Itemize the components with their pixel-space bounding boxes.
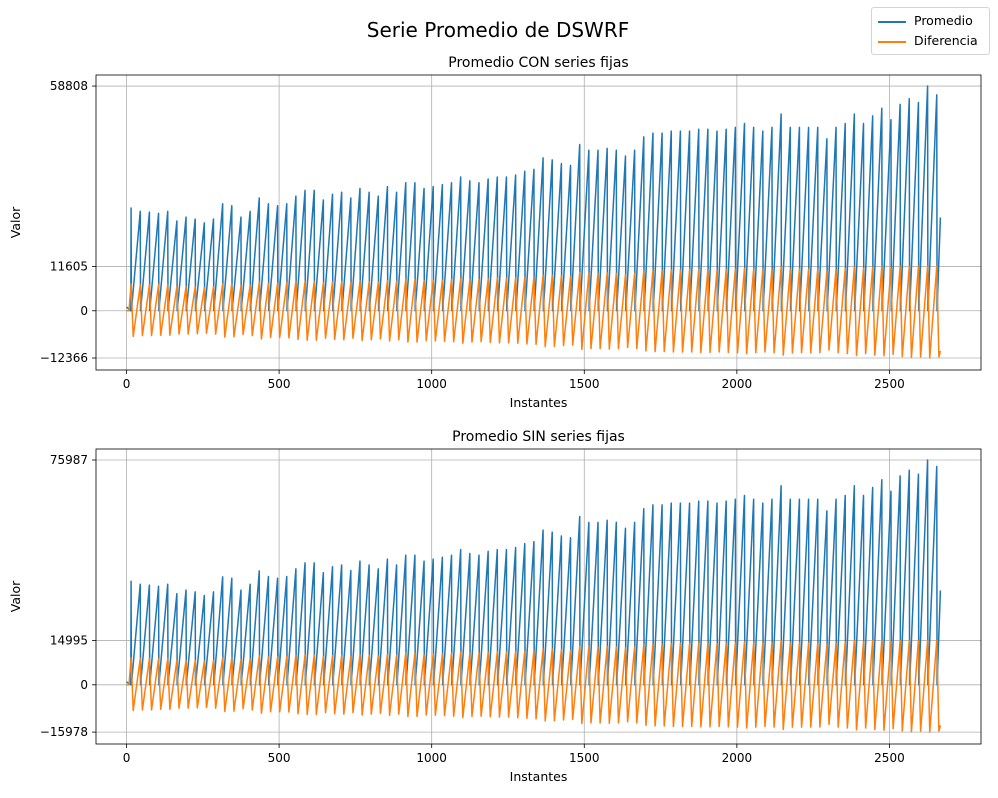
plot-frame	[95, 448, 982, 745]
chart-panel-1: 0 500 1000 1500 2000 2500 −12366 0 11605 58808 Pro…	[8, 55, 982, 410]
x-tick-label: 2500	[874, 751, 905, 765]
x-axis-label: Instantes	[510, 395, 568, 410]
chart-panel-2: 0 500 1000 1500 2000 2500 −15978 0 14995 75987 Pro…	[8, 429, 982, 784]
y-tick-label: 0	[80, 678, 88, 692]
series-line-diferencia	[126, 639, 942, 733]
x-tick-label: 0	[123, 751, 131, 765]
x-tick-label: 500	[268, 377, 291, 391]
x-tick-label: 0	[123, 377, 131, 391]
x-tick-label: 2500	[874, 377, 905, 391]
legend-swatch-diferencia	[878, 41, 906, 43]
y-tick-label: 75987	[50, 453, 88, 467]
legend-label-diferencia: Diferencia	[914, 33, 978, 48]
legend-label-promedio: Promedio	[914, 13, 973, 28]
y-tick-label: −15978	[40, 725, 88, 739]
series-line-promedio	[126, 85, 942, 312]
series-line-diferencia	[126, 265, 942, 359]
x-tick-label: 500	[268, 751, 291, 765]
figure-title: Serie Promedio de DSWRF	[367, 18, 629, 42]
y-tick-label: 11605	[50, 259, 88, 273]
series-line-promedio	[126, 459, 942, 686]
legend: Promedio Diferencia	[871, 7, 990, 55]
x-tick-label: 1000	[416, 377, 447, 391]
x-axis-label: Instantes	[510, 769, 568, 784]
legend-swatch-promedio	[878, 21, 906, 23]
x-tick-label: 2000	[722, 377, 753, 391]
chart-title: Promedio CON series fijas	[448, 55, 628, 71]
y-tick-label: 0	[80, 304, 88, 318]
x-tick-label: 1500	[569, 377, 600, 391]
plot-frame	[95, 74, 982, 371]
y-tick-label: 58808	[50, 79, 88, 93]
y-tick-label: −12366	[40, 351, 88, 365]
x-tick-label: 1000	[416, 751, 447, 765]
chart-title: Promedio SIN series fijas	[452, 429, 625, 445]
legend-entry-diferencia: Diferencia	[872, 31, 989, 51]
y-axis-label: Valor	[8, 580, 23, 612]
y-axis-label: Valor	[8, 206, 23, 238]
x-tick-label: 2000	[722, 751, 753, 765]
y-tick-label: 14995	[50, 633, 88, 647]
x-tick-label: 1500	[569, 751, 600, 765]
legend-entry-promedio: Promedio	[872, 11, 989, 31]
